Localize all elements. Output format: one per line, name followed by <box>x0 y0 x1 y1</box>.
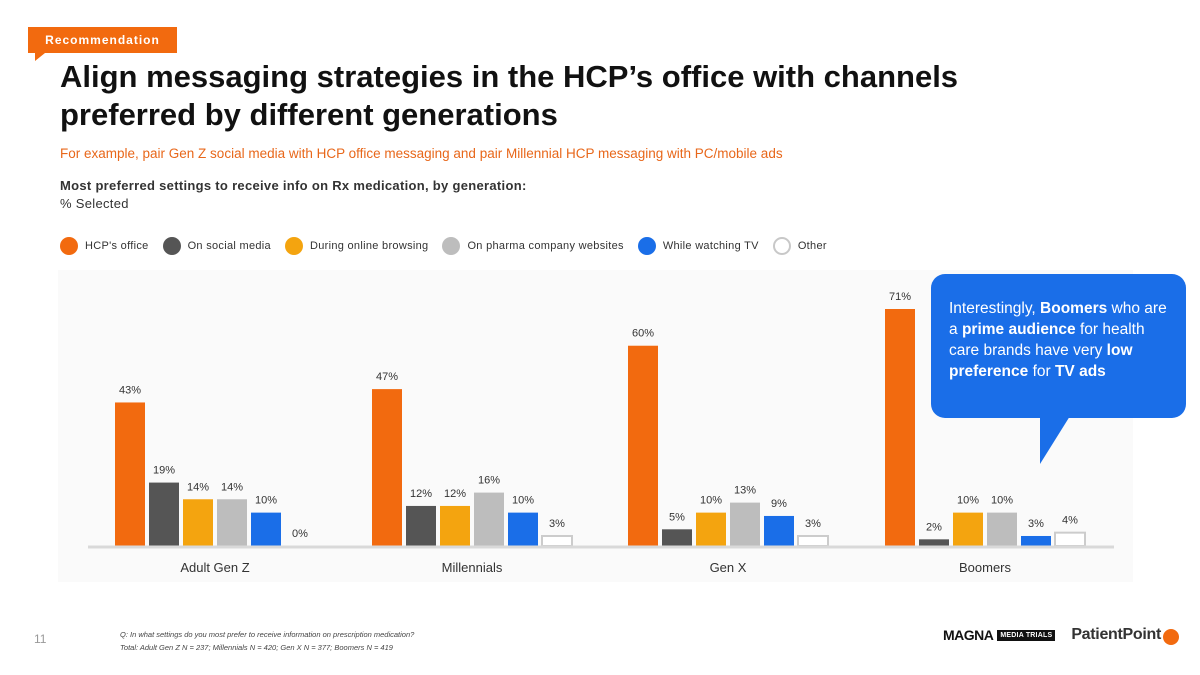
legend-item-other: Other <box>772 237 827 255</box>
callout-bold-3: low preference <box>949 342 1133 380</box>
legend-label: Other <box>797 240 827 252</box>
bar-on-social-media-millennials <box>406 505 436 546</box>
callout-box: Interestingly, Boomers who are a prime a… <box>931 274 1186 418</box>
legend-dot-icon <box>772 237 791 255</box>
legend-label: On social media <box>187 240 271 252</box>
bar-value-label: 5% <box>669 511 685 523</box>
bar-during-online-browsing-millennials <box>440 505 470 546</box>
footnote-base: Total: Adult Gen Z N = 237; Millennials … <box>120 643 393 652</box>
page-subtitle: For example, pair Gen Z social media wit… <box>60 146 783 161</box>
bar-value-label: 9% <box>771 498 787 510</box>
bar-value-label: 43% <box>119 384 141 396</box>
legend-dot-icon <box>162 237 181 255</box>
bar-value-label: 10% <box>512 495 534 507</box>
patientpoint-dot-icon <box>1163 629 1180 645</box>
legend-label: While watching TV <box>662 240 759 252</box>
bar-value-label: 10% <box>255 495 277 507</box>
legend-item-watching-tv: While watching TV <box>637 237 759 255</box>
legend-item-pharma-websites: On pharma company websites <box>442 237 624 255</box>
callout-text-3: for health care brands have very <box>949 321 1145 359</box>
media-trials-logo: MEDIA TRIALS <box>997 629 1056 641</box>
footnote: Q: In what settings do you most prefer t… <box>120 628 414 654</box>
chart-legend: HCP's office On social media During onli… <box>60 237 841 255</box>
bar-on-pharma-company-websites-gen-x <box>730 502 760 546</box>
legend-label: HCP's office <box>85 240 149 252</box>
bar-hcp-s-office-adult-gen-z <box>115 402 145 546</box>
bar-on-social-media-gen-x <box>662 529 692 546</box>
bar-while-watching-tv-adult-gen-z <box>251 512 281 546</box>
bar-on-social-media-adult-gen-z <box>149 482 179 546</box>
bar-value-label: 12% <box>444 488 466 500</box>
callout-text-4: for <box>1028 363 1055 380</box>
callout-bold-4: TV ads <box>1054 363 1106 380</box>
page-number: 11 <box>34 632 47 646</box>
bar-hcp-s-office-gen-x <box>628 345 658 546</box>
legend-label: On pharma company websites <box>467 240 624 252</box>
legend-dot-icon <box>60 237 78 255</box>
tag-fold <box>35 53 45 61</box>
bar-value-label: 12% <box>410 488 432 500</box>
bar-on-social-media-boomers <box>919 539 949 546</box>
bar-other-millennials <box>541 534 573 547</box>
bar-value-label: 47% <box>376 371 398 383</box>
legend-item-online-browsing: During online browsing <box>284 237 429 255</box>
legend-dot-icon <box>637 237 656 255</box>
bar-while-watching-tv-boomers <box>1021 535 1051 546</box>
x-axis-category-label: Gen X <box>710 560 747 575</box>
callout-tail <box>1040 416 1070 464</box>
patientpoint-logo: PatientPoint <box>1071 626 1162 643</box>
bar-value-label: 10% <box>957 495 979 507</box>
bar-while-watching-tv-millennials <box>508 512 538 546</box>
bar-hcp-s-office-boomers <box>885 309 915 546</box>
legend-item-hcp-office: HCP's office <box>60 237 149 255</box>
bar-other-boomers <box>1054 531 1086 548</box>
chart-question-title: Most preferred settings to receive info … <box>60 178 527 193</box>
bar-value-label: 3% <box>805 518 821 530</box>
bar-value-label: 14% <box>221 481 243 493</box>
bar-value-label: 4% <box>1062 515 1078 527</box>
bar-value-label: 10% <box>700 495 722 507</box>
bar-value-label: 3% <box>1028 518 1044 530</box>
legend-label: During online browsing <box>309 240 429 252</box>
bar-value-label: 13% <box>734 485 756 497</box>
callout-bold-2: prime audience <box>961 321 1076 338</box>
chart-question-sub: % Selected <box>60 196 129 211</box>
footnote-question: Q: In what settings do you most prefer t… <box>120 630 415 639</box>
bar-during-online-browsing-gen-x <box>696 512 726 546</box>
bar-while-watching-tv-gen-x <box>764 515 794 546</box>
bar-during-online-browsing-boomers <box>953 512 983 546</box>
x-axis-category-label: Boomers <box>959 560 1012 575</box>
bar-value-label: 10% <box>991 495 1013 507</box>
recommendation-tag: Recommendation <box>28 27 177 53</box>
bar-hcp-s-office-millennials <box>372 389 402 546</box>
bar-value-label: 0% <box>292 528 308 540</box>
callout-bold-1: Boomers <box>1040 300 1108 317</box>
footer-logos: MAGNA MEDIA TRIALS PatientPoint <box>943 624 1180 646</box>
bar-during-online-browsing-adult-gen-z <box>183 499 213 546</box>
bar-value-label: 19% <box>153 465 175 477</box>
bar-value-label: 14% <box>187 481 209 493</box>
legend-item-social-media: On social media <box>162 237 271 255</box>
bar-value-label: 2% <box>926 521 942 533</box>
bar-on-pharma-company-websites-millennials <box>474 492 504 546</box>
bar-value-label: 60% <box>632 328 654 340</box>
bar-value-label: 16% <box>478 475 500 487</box>
bar-value-label: 71% <box>889 291 911 303</box>
legend-dot-icon <box>442 237 461 255</box>
bar-other-gen-x <box>797 534 829 547</box>
callout-text-2: who are a <box>949 300 1167 338</box>
x-axis-category-label: Millennials <box>442 560 503 575</box>
legend-dot-icon <box>284 237 303 255</box>
bar-value-label: 3% <box>549 518 565 530</box>
magna-logo: MAGNA <box>943 627 994 643</box>
bar-on-pharma-company-websites-boomers <box>987 512 1017 546</box>
page-title: Align messaging strategies in the HCP’s … <box>60 59 959 132</box>
bar-on-pharma-company-websites-adult-gen-z <box>217 499 247 546</box>
x-axis-category-label: Adult Gen Z <box>180 560 249 575</box>
callout-text-1: Interestingly, <box>949 300 1041 317</box>
